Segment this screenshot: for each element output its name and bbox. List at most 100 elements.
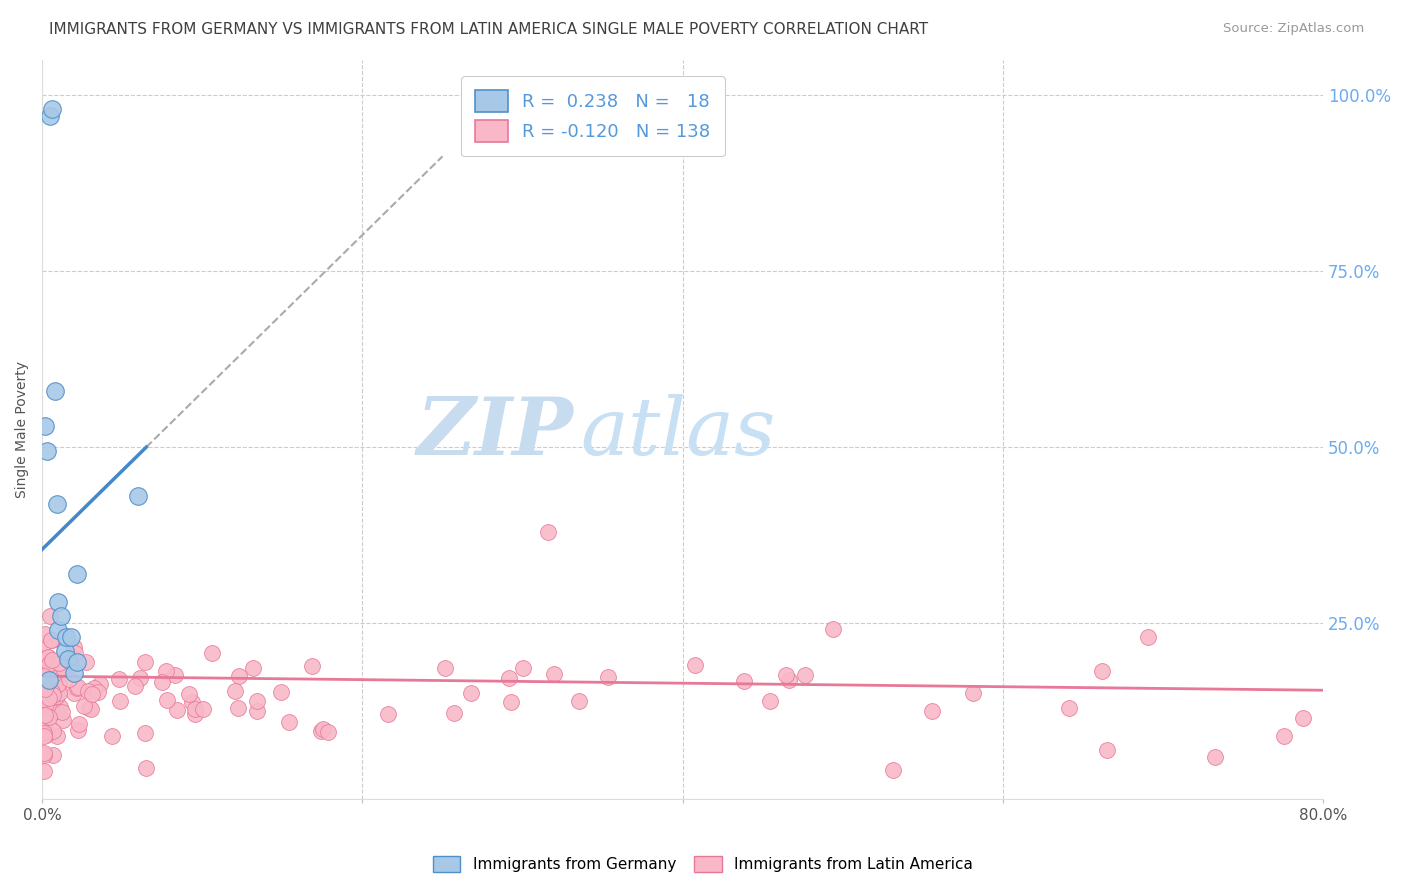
Point (184, 706, 207, 721)
Point (270, 685, 292, 699)
Point (39, 703, 62, 717)
Point (32, 721, 55, 735)
Point (41, 706, 63, 720)
Point (962, 686, 984, 700)
Point (201, 646, 224, 660)
Point (1136, 630, 1159, 644)
Point (377, 706, 399, 721)
Point (49, 661, 72, 675)
Point (60, 631, 83, 645)
Point (66, 655, 89, 669)
Point (76, 683, 98, 698)
Point (124, 679, 146, 693)
Point (536, 524, 558, 539)
Point (41, 668, 63, 682)
Point (543, 667, 565, 681)
Point (56, 651, 79, 665)
Text: IMMIGRANTS FROM GERMANY VS IMMIGRANTS FROM LATIN AMERICA SINGLE MALE POVERTY COR: IMMIGRANTS FROM GERMANY VS IMMIGRANTS FR… (49, 22, 928, 37)
Point (882, 763, 904, 777)
Point (32, 747, 55, 762)
Point (46, 677, 69, 691)
Point (44, 384, 66, 398)
Point (37, 650, 59, 665)
Point (46, 595, 69, 609)
Point (34, 692, 56, 706)
Point (733, 674, 755, 689)
Point (83, 681, 105, 695)
Point (63, 640, 86, 654)
Point (101, 729, 124, 743)
Point (228, 669, 250, 683)
Point (55, 631, 77, 645)
Point (79, 701, 101, 715)
Point (38, 687, 60, 701)
Point (184, 702, 207, 716)
Point (166, 703, 188, 717)
Point (246, 694, 269, 708)
Point (32, 764, 55, 779)
Point (52, 713, 75, 727)
Point (460, 686, 482, 700)
Point (155, 664, 177, 678)
Point (156, 693, 179, 707)
Point (32, 681, 55, 695)
Point (134, 726, 156, 740)
Point (38, 691, 60, 706)
Point (79, 701, 101, 715)
Point (41, 653, 63, 667)
Point (45, 685, 67, 699)
Point (38, 689, 60, 703)
Point (32, 683, 55, 698)
Point (499, 695, 522, 709)
Point (32, 672, 55, 686)
Point (1097, 743, 1119, 757)
Point (46, 730, 69, 744)
Point (685, 657, 707, 672)
Point (73, 699, 96, 714)
Point (316, 724, 339, 739)
Point (41, 102, 63, 116)
Point (44, 674, 66, 689)
Point (108, 672, 131, 686)
Point (226, 700, 249, 714)
Legend: Immigrants from Germany, Immigrants from Latin America: Immigrants from Germany, Immigrants from… (426, 848, 980, 880)
Point (41, 685, 63, 699)
Point (35, 697, 58, 711)
Point (58, 672, 80, 686)
Point (44, 690, 66, 705)
Point (34, 627, 56, 641)
Point (45, 704, 67, 718)
Point (1272, 729, 1295, 743)
Point (32, 669, 55, 683)
Y-axis label: Single Male Poverty: Single Male Poverty (15, 361, 30, 498)
Point (759, 693, 782, 707)
Point (75, 655, 97, 669)
Point (32, 726, 55, 740)
Point (80, 687, 103, 701)
Point (48, 677, 70, 691)
Point (823, 622, 845, 636)
Point (165, 668, 187, 682)
Point (52, 661, 75, 675)
Point (32, 715, 55, 730)
Point (42, 688, 65, 702)
Point (89, 676, 111, 690)
Point (35, 679, 58, 693)
Point (38, 673, 60, 687)
Point (775, 668, 797, 682)
Point (62, 686, 84, 700)
Point (41, 661, 63, 675)
Point (51, 706, 73, 720)
Point (49, 699, 72, 714)
Point (778, 673, 800, 688)
Point (42, 724, 65, 739)
Point (1057, 701, 1080, 715)
Point (53, 644, 76, 658)
Point (598, 670, 620, 684)
Point (38, 666, 60, 681)
Point (42, 747, 65, 762)
Point (66, 566, 89, 581)
Point (39, 109, 62, 123)
Legend: R =  0.238   N =   18, R = -0.120   N = 138: R = 0.238 N = 18, R = -0.120 N = 138 (461, 76, 725, 156)
Point (37, 650, 59, 665)
